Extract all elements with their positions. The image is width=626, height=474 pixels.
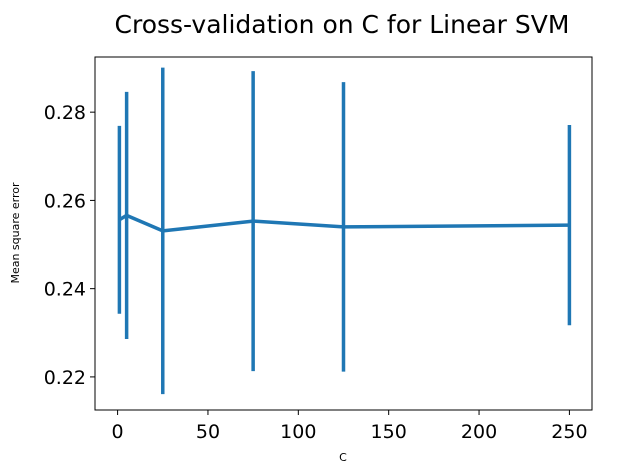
x-tick-label: 150 — [371, 421, 407, 443]
y-tick-label: 0.28 — [44, 102, 86, 124]
x-tick-label: 0 — [112, 421, 124, 443]
chart-title: Cross-validation on C for Linear SVM — [115, 10, 570, 39]
y-axis-label: Mean square error — [9, 182, 22, 284]
x-axis: 0 50 100 150 200 250 — [112, 410, 588, 443]
x-tick-label: 250 — [551, 421, 587, 443]
x-axis-label: C — [339, 451, 347, 464]
x-tick-label: 200 — [461, 421, 497, 443]
plot-area — [117, 67, 572, 395]
y-tick-label: 0.24 — [44, 279, 86, 301]
y-tick-label: 0.22 — [44, 367, 86, 389]
plot-frame — [94, 56, 593, 411]
x-tick-label: 50 — [196, 421, 220, 443]
x-tick-label: 100 — [280, 421, 316, 443]
y-tick-label: 0.26 — [44, 190, 86, 212]
y-axis: 0.22 0.24 0.26 0.28 — [44, 102, 95, 389]
